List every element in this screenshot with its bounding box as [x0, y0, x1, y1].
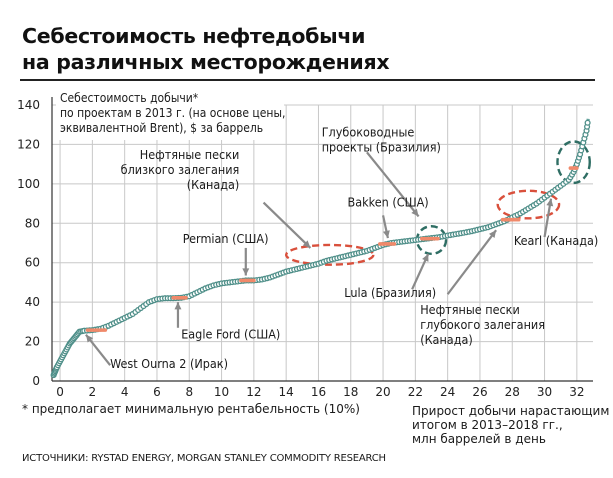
annotation-arrow-head: [546, 198, 554, 207]
y-axis-label-line: по проектам в 2013 г. (на основе цены,: [60, 106, 285, 120]
data-point: [584, 119, 591, 126]
y-tick-label: 80: [25, 216, 40, 230]
x-tick-label: 18: [343, 385, 358, 399]
annotation-arrow-head: [382, 230, 390, 239]
y-tick-label: 20: [25, 335, 40, 349]
highlight-oval: [496, 189, 561, 220]
x-tick-label: 6: [153, 385, 161, 399]
x-tick-label: 10: [214, 385, 229, 399]
annotation-arrows: [85, 151, 554, 366]
y-axis-label-line: эквивалентной Brent), $ за баррель: [60, 121, 263, 135]
x-tick-label: 26: [472, 385, 487, 399]
x-tick-label: 14: [279, 385, 294, 399]
x-tick-label: 4: [121, 385, 129, 399]
annotation-label: Глубоководные: [322, 125, 415, 140]
x-tick-label: 16: [311, 385, 326, 399]
annotation-label: глубокого залегания: [420, 317, 545, 332]
x-tick-label: 32: [569, 385, 584, 399]
y-axis-label: Себестоимость добычи*по проектам в 2013 …: [56, 90, 285, 140]
annotation-arrow-head: [242, 268, 250, 276]
annotation-arrow-shaft: [262, 201, 312, 249]
x-axis-label-line: итогом в 2013–2018 гг.,: [412, 418, 563, 432]
y-axis-label-background: [56, 90, 284, 140]
x-tick-label: 12: [246, 385, 261, 399]
y-tick-label: 140: [17, 98, 40, 112]
x-tick-label: 30: [537, 385, 552, 399]
annotation-label: Нефтяные пески: [140, 147, 240, 162]
annotation-arrow-head: [302, 240, 311, 248]
x-tick-label: 0: [56, 385, 64, 399]
annotation-label: Нефтяные пески: [420, 302, 520, 317]
annotation-arrow-head: [422, 253, 429, 262]
x-axis-label-line: Прирост добычи нарастающим: [412, 404, 610, 418]
x-axis-label-line: млн баррелей в день: [412, 432, 546, 446]
highlight-oval: [284, 243, 375, 266]
annotation-label: West Ourna 2 (Ирак): [110, 356, 228, 371]
highlight-oval: [556, 140, 591, 185]
y-tick-label: 40: [25, 295, 40, 309]
annotation-label: Eagle Ford (США): [181, 327, 280, 342]
annotation-label: Kearl (Канада): [514, 233, 598, 248]
y-tick-label: 120: [17, 137, 40, 151]
annotation-label: Bakken (США): [348, 195, 429, 210]
y-axis-label-line: Себестоимость добычи*: [60, 91, 199, 105]
footnote: * предполагает минимальную рентабельност…: [22, 402, 360, 416]
annotations: West Ourna 2 (Ирак) Eagle Ford (США) Permi…: [110, 125, 598, 372]
annotation-label: (Канада): [187, 177, 240, 192]
chart-title-line-2: на различных месторождениях: [22, 50, 390, 74]
annotation-arrow-shaft: [366, 151, 420, 218]
annotation-arrow-head: [85, 334, 94, 343]
x-axis-label: Прирост добычи нарастающим итогом в 2013…: [412, 404, 609, 446]
annotation-arrow-head: [174, 302, 182, 310]
y-tick-label: 60: [25, 256, 40, 270]
x-tick-label: 28: [505, 385, 520, 399]
annotation-arrow-head: [411, 208, 419, 217]
annotation-arrow-shaft: [446, 229, 497, 295]
x-tick-label: 8: [185, 385, 193, 399]
x-tick-label: 22: [408, 385, 423, 399]
y-tick-label: 100: [17, 177, 40, 191]
chart-title-line-1: Себестоимость нефтедобычи: [22, 24, 366, 48]
title-divider: [20, 79, 595, 81]
cost-curve: [50, 118, 591, 379]
cost-curve-line: [52, 118, 590, 376]
annotation-label: близкого залегания: [121, 162, 240, 177]
sources-line: ИСТОЧНИКИ: RYSTAD ENERGY, MORGAN STANLEY…: [22, 453, 386, 464]
annotation-label: Lula (Бразилия): [344, 285, 436, 300]
annotation-label: (Канада): [420, 332, 473, 347]
x-tick-label: 20: [375, 385, 390, 399]
y-tick-label: 0: [32, 374, 40, 388]
annotation-label: Permian (США): [183, 231, 269, 246]
annotation-arrow-head: [488, 230, 497, 239]
annotation-label: проекты (Бразилия): [322, 140, 441, 155]
x-tick-label: 2: [89, 385, 97, 399]
x-tick-label: 24: [440, 385, 455, 399]
